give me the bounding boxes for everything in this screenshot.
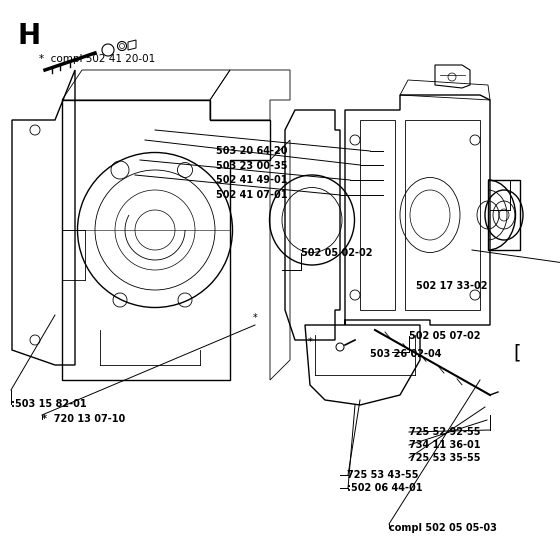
Text: 502 41 49-01: 502 41 49-01 — [216, 175, 287, 185]
Text: :502 06 44-01: :502 06 44-01 — [347, 483, 423, 493]
Text: *  720 13 07-10: * 720 13 07-10 — [42, 414, 125, 424]
Text: *: * — [253, 313, 258, 323]
Text: 502 05 07-02: 502 05 07-02 — [409, 331, 480, 341]
Text: 725 52 92-55: 725 52 92-55 — [409, 427, 480, 437]
Text: [: [ — [513, 343, 520, 362]
Text: 503 23 00-35: 503 23 00-35 — [216, 161, 287, 171]
Text: H: H — [18, 22, 41, 50]
Text: 502 17 33-02: 502 17 33-02 — [416, 281, 487, 291]
Text: compl 502 05 05-03: compl 502 05 05-03 — [389, 522, 497, 533]
Text: 734 11 36-01: 734 11 36-01 — [409, 440, 480, 450]
Text: :503 15 82-01: :503 15 82-01 — [11, 399, 87, 409]
Text: 725 53 35-55: 725 53 35-55 — [409, 453, 480, 463]
Text: *  compl 502 41 20-01: * compl 502 41 20-01 — [39, 54, 156, 64]
Text: 502 05 02-02: 502 05 02-02 — [301, 248, 373, 258]
Text: 725 53 43-55: 725 53 43-55 — [347, 470, 419, 480]
Text: 503 26 02-04: 503 26 02-04 — [370, 349, 441, 359]
Text: 503 20 64-20: 503 20 64-20 — [216, 146, 287, 156]
Text: 502 41 07-01: 502 41 07-01 — [216, 190, 287, 200]
Text: *: * — [307, 337, 312, 347]
